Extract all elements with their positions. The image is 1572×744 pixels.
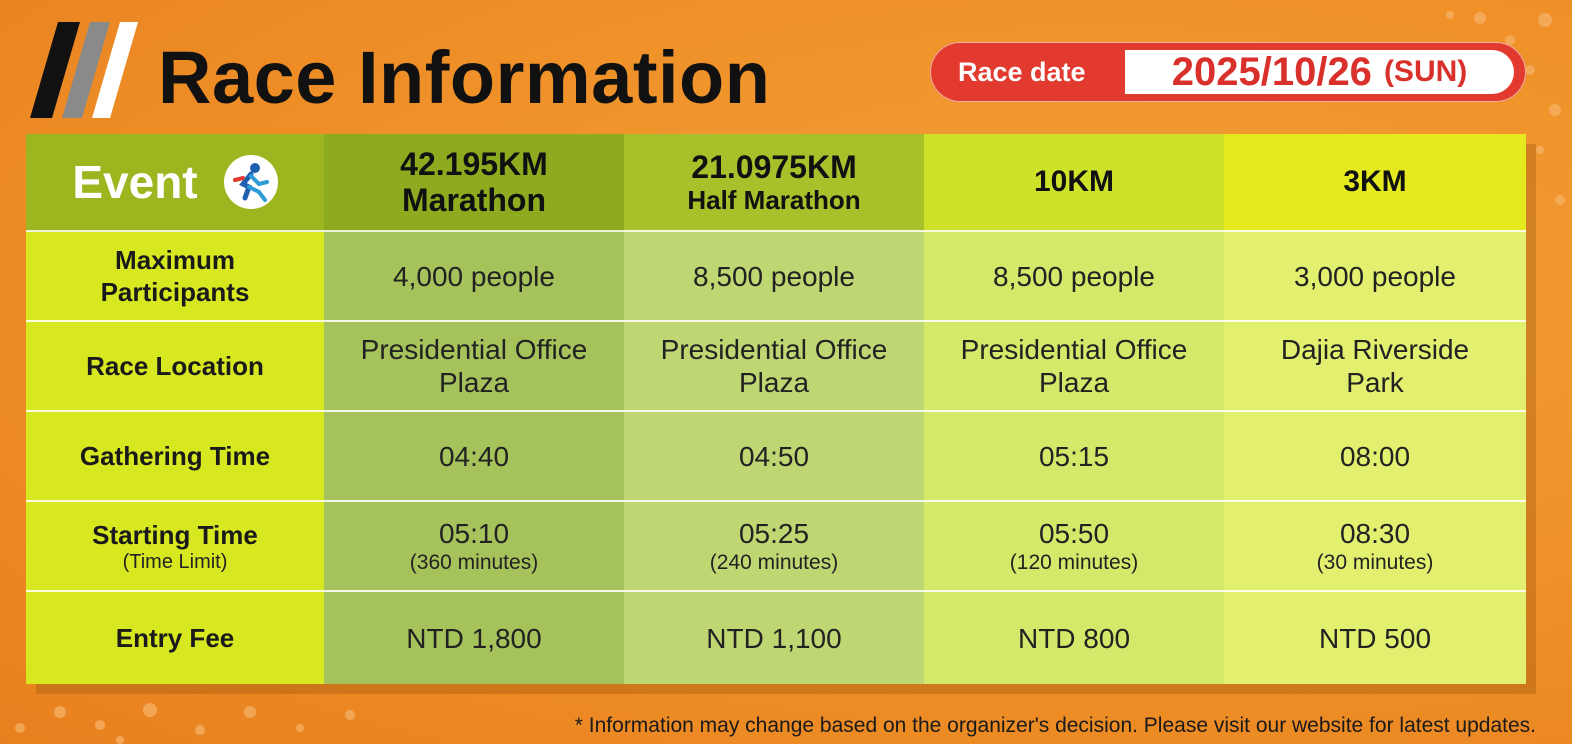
table-cell: NTD 800 [924,592,1224,684]
table-cell: 8,500 people [924,232,1224,322]
race-date-value-box: 2025/10/26 (SUN) [1125,50,1514,94]
table-cell: 05:10 (360 minutes) [324,502,624,592]
row-header-label: Gathering Time [79,441,271,471]
row-header: Gathering Time [26,412,324,502]
footnote: * Information may change based on the or… [574,714,1536,737]
cell-value: 8,500 people [993,260,1155,292]
table-cell: 05:25 (240 minutes) [624,502,924,592]
row-header: Maximum Participants [26,232,324,322]
row-header: Entry Fee [26,592,324,684]
race-date-badge: Race date 2025/10/26 (SUN) [930,42,1526,102]
event-header-cell: Event [26,134,324,232]
cell-value: 08:30 [1339,517,1411,549]
event-header-10km: 10KM [924,134,1224,232]
cell-subvalue: (120 minutes) [1009,550,1139,574]
cell-value: 05:50 [1038,517,1110,549]
cell-value: NTD 800 [1017,622,1131,654]
cell-value: 04:40 [438,440,510,472]
row-header: Starting Time (Time Limit) [26,502,324,592]
row-header-label: Race Location [86,351,264,381]
event-distance: 21.0975KM [691,149,857,185]
row-header: Race Location [26,322,324,412]
page-title: Race Information [158,36,771,119]
cell-value: 05:10 [438,517,510,549]
event-header-label: Event [72,156,198,208]
table-cell: 04:50 [624,412,924,502]
table-cell: Dajia Riverside Park [1224,322,1526,412]
runner-icon [223,155,278,209]
table-cell: 08:00 [1224,412,1526,502]
cell-subvalue: (360 minutes) [409,550,539,574]
race-info-table: Event 42.195KM Marathon 21.0975KM H [26,134,1526,684]
event-distance: 10KM [1033,165,1115,198]
cell-value: 3,000 people [1294,260,1456,292]
row-header-label: Starting Time [92,520,258,550]
table-cell: 3,000 people [1224,232,1526,322]
cell-value: Dajia Riverside Park [1280,334,1470,398]
event-header-3km: 3KM [1224,134,1526,232]
title-stripes-decoration [30,22,138,118]
race-day-value: (SUN) [1383,55,1468,88]
table-cell: Presidential Office Plaza [324,322,624,412]
event-distance: 3KM [1343,165,1407,198]
cell-subvalue: (240 minutes) [709,550,839,574]
cell-value: 4,000 people [393,260,555,292]
row-header-label: Maximum Participants [100,245,250,307]
table-cell: 04:40 [324,412,624,502]
table-cell: Presidential Office Plaza [624,322,924,412]
event-name: Half Marathon [687,185,861,215]
event-distance: 42.195KM [400,146,548,182]
table-cell: 8,500 people [624,232,924,322]
table-cell: 05:50 (120 minutes) [924,502,1224,592]
row-header-label: Entry Fee [115,623,235,653]
table-cell: Presidential Office Plaza [924,322,1224,412]
cell-value: Presidential Office Plaza [660,334,888,398]
event-name: Marathon [402,182,546,218]
cell-value: 04:50 [738,440,810,472]
race-date-value: 2025/10/26 [1171,50,1372,94]
cell-value: 05:25 [738,517,810,549]
cell-subvalue: (30 minutes) [1316,550,1434,574]
cell-value: 08:00 [1339,440,1411,472]
event-header-half-marathon: 21.0975KM Half Marathon [624,134,924,232]
cell-value: 8,500 people [693,260,855,292]
race-date-label: Race date [958,57,1086,87]
table-cell: 05:15 [924,412,1224,502]
table-cell: NTD 1,800 [324,592,624,684]
cell-value: Presidential Office Plaza [960,334,1188,398]
event-header-marathon: 42.195KM Marathon [324,134,624,232]
cell-value: Presidential Office Plaza [360,334,588,398]
table-cell: NTD 500 [1224,592,1526,684]
cell-value: NTD 1,100 [706,622,842,654]
cell-value: NTD 500 [1318,622,1432,654]
row-header-sublabel: (Time Limit) [122,551,228,573]
cell-value: NTD 1,800 [406,622,542,654]
cell-value: 05:15 [1038,440,1110,472]
table-cell: 08:30 (30 minutes) [1224,502,1526,592]
table-cell: NTD 1,100 [624,592,924,684]
table-cell: 4,000 people [324,232,624,322]
